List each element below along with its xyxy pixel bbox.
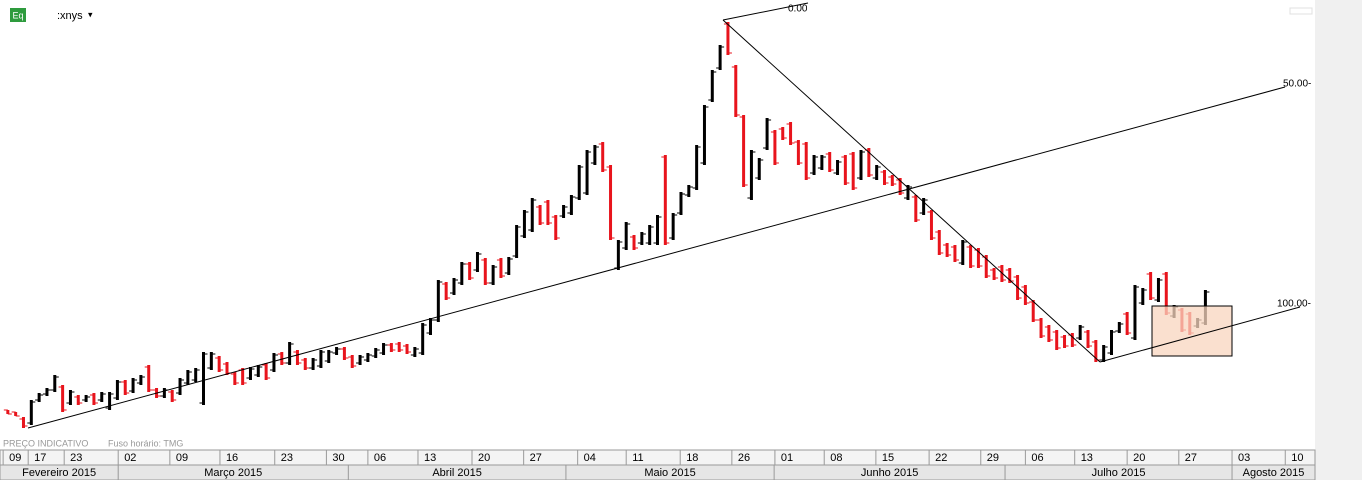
x-tick-label: 16 — [226, 452, 238, 464]
fan-label: 100.00- — [1277, 299, 1311, 310]
icon[interactable] — [10, 8, 26, 22]
plot — [3, 22, 1210, 428]
month-label: Março 2015 — [204, 467, 262, 479]
x-tick-label: 23 — [281, 452, 293, 464]
menu-arrow[interactable]: ▾ — [88, 9, 93, 19]
fan-line — [27, 86, 1286, 429]
x-tick-label: 04 — [584, 452, 596, 464]
fan-line — [722, 2, 809, 21]
x-tick-label: 06 — [1031, 452, 1043, 464]
x-tick-label: 22 — [935, 452, 947, 464]
x-tick-label: 27 — [530, 452, 542, 464]
month-label: Abril 2015 — [432, 467, 482, 479]
x-tick-label: 03 — [1238, 452, 1250, 464]
x-tick-label: 09 — [9, 452, 21, 464]
month-label: Agosto 2015 — [1243, 467, 1305, 479]
x-tick-label: 08 — [830, 452, 842, 464]
x-tick-label: 23 — [70, 452, 82, 464]
x-tick-label: 17 — [34, 452, 46, 464]
x-tick-label: 20 — [478, 452, 490, 464]
x-tick-label: 02 — [124, 452, 136, 464]
month-label: Julho 2015 — [1092, 467, 1146, 479]
fan-line — [722, 19, 1101, 363]
fan-lines — [27, 2, 1301, 429]
highlight-box — [1151, 305, 1233, 357]
price-note: PREÇO INDICATIVO — [3, 438, 88, 448]
fan-label: 50.00- — [1283, 79, 1311, 90]
x-tick-label: 15 — [882, 452, 894, 464]
timezone: Fuso horário: TMG — [108, 438, 183, 448]
x-tick-label: 13 — [424, 452, 436, 464]
month-label: Maio 2015 — [644, 467, 695, 479]
x-tick-label: 20 — [1133, 452, 1145, 464]
x-tick-label: 09 — [176, 452, 188, 464]
week-row — [0, 449, 1316, 466]
x-tick-label: 27 — [1185, 452, 1197, 464]
x-tick-label: 30 — [332, 452, 344, 464]
month-row — [0, 464, 1316, 480]
x-tick-label: 11 — [632, 452, 643, 464]
x-tick-label: 10 — [1291, 452, 1303, 464]
x-tick-label: 26 — [738, 452, 750, 464]
icon-label: Eq — [12, 10, 23, 20]
fan-label: 0.00 — [788, 4, 808, 15]
side-panel — [1315, 0, 1362, 480]
month-label: Fevereiro 2015 — [22, 467, 96, 479]
fan-line — [1099, 306, 1301, 363]
x-tick-label: 29 — [987, 452, 999, 464]
x-tick-label: 06 — [374, 452, 386, 464]
exchange[interactable]: :xnys — [57, 10, 83, 22]
x-axis: 09 17 23 02 09 16 23 30 06 13 20 27 04 11 18 26 01 08 15 22… — [0, 450, 1304, 480]
x-tick-label: 01 — [781, 452, 793, 464]
corner-box — [1289, 7, 1313, 15]
x-tick-label: 13 — [1081, 452, 1093, 464]
month-label: Junho 2015 — [861, 467, 919, 479]
x-tick-label: 18 — [686, 452, 698, 464]
